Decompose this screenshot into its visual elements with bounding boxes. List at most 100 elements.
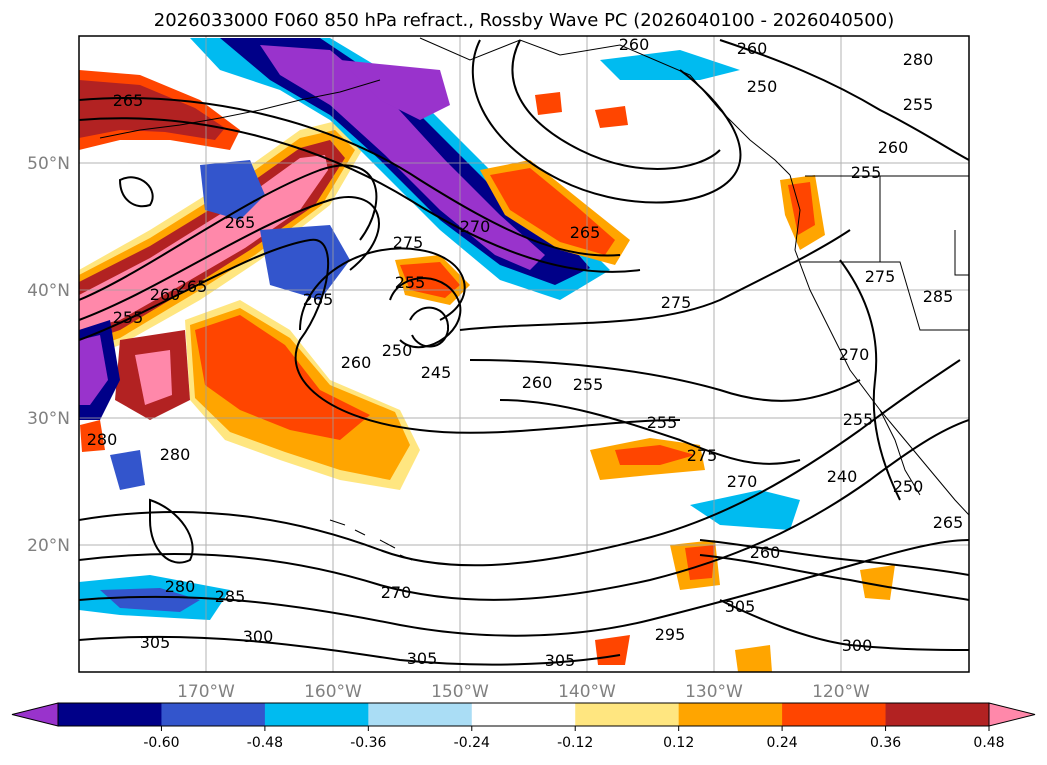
contour-label: 305 bbox=[140, 633, 171, 652]
colorbar-tick-label: -0.24 bbox=[454, 735, 490, 751]
contour-label: 260 bbox=[522, 373, 553, 392]
pos-coast-red bbox=[788, 182, 815, 235]
pos-spot-1 bbox=[535, 92, 562, 115]
contour-line-9 bbox=[471, 39, 742, 204]
neg-sw2-blue bbox=[110, 450, 145, 490]
colorbar-tick-label: -0.36 bbox=[350, 735, 386, 751]
contour-lines bbox=[79, 39, 969, 666]
contour-label: 260 bbox=[619, 35, 650, 54]
contour-line-11 bbox=[459, 229, 851, 331]
contour-label: 270 bbox=[460, 217, 491, 236]
contour-line-22 bbox=[839, 259, 901, 501]
contour-label: 280 bbox=[903, 50, 934, 69]
pos-spot-2 bbox=[595, 106, 628, 128]
colorbar-segment bbox=[58, 703, 162, 726]
contour-label: 260 bbox=[878, 138, 909, 157]
contour-label: 240 bbox=[827, 467, 858, 486]
aleutians bbox=[99, 79, 381, 139]
contour-line-19 bbox=[699, 554, 969, 601]
contour-label: 255 bbox=[647, 413, 678, 432]
contour-label: 280 bbox=[87, 430, 118, 449]
colorbar-segment bbox=[782, 703, 887, 726]
contour-line-23 bbox=[149, 498, 194, 564]
contour-label: 255 bbox=[113, 308, 144, 327]
contour-label: 300 bbox=[842, 636, 873, 655]
neg-mid-blue bbox=[260, 225, 350, 300]
contour-label: 305 bbox=[725, 597, 756, 616]
shading-layer bbox=[79, 38, 895, 672]
na-west-coast bbox=[789, 174, 969, 516]
colorbar-segment bbox=[471, 703, 576, 726]
pos-west30-pink bbox=[135, 350, 172, 405]
lat-label: 40°N bbox=[27, 281, 70, 301]
lon-label: 160°W bbox=[304, 682, 362, 702]
colorbar-extend-high bbox=[988, 702, 1036, 727]
contour-label: 265 bbox=[113, 91, 144, 110]
colorbar-segment bbox=[885, 703, 990, 726]
colorbar-segment bbox=[161, 703, 266, 726]
contour-label: 255 bbox=[395, 273, 426, 292]
contour-line-2 bbox=[79, 117, 641, 273]
contour-label: 245 bbox=[421, 363, 452, 382]
contour-label: 275 bbox=[393, 233, 424, 252]
pos-se-red bbox=[685, 545, 715, 580]
contour-line-5 bbox=[79, 238, 681, 434]
contour-line-6 bbox=[299, 247, 466, 331]
contour-label: 280 bbox=[165, 577, 196, 596]
colorbar: -0.60 -0.48 -0.36 -0.24 -0.12 0.12 0.24 0.36 0.4… bbox=[11, 702, 1036, 751]
contour-label: 270 bbox=[839, 345, 870, 364]
contour-label: 255 bbox=[851, 163, 882, 182]
lon-label: 170°W bbox=[177, 682, 235, 702]
lon-label: 120°W bbox=[812, 682, 870, 702]
neg-ne-cyan bbox=[600, 50, 740, 80]
contour-label: 265 bbox=[177, 277, 208, 296]
contour-label: 260 bbox=[750, 543, 781, 562]
contour-label: 260 bbox=[341, 353, 372, 372]
contour-label: 250 bbox=[893, 477, 924, 496]
contour-line-18 bbox=[699, 539, 969, 576]
contour-line-13 bbox=[499, 399, 801, 465]
contour-label: 275 bbox=[661, 293, 692, 312]
lat-label: 20°N bbox=[27, 536, 70, 556]
contour-label: 300 bbox=[243, 627, 274, 646]
lon-label: 130°W bbox=[685, 682, 743, 702]
colorbar-extend-low bbox=[11, 702, 59, 727]
contour-label: 255 bbox=[903, 95, 934, 114]
pos-40n-red bbox=[400, 262, 460, 298]
map-plot: 265 265 260 265 275 255 265 270 265 255 … bbox=[78, 35, 970, 673]
contour-label: 280 bbox=[160, 445, 191, 464]
pos-spot-5 bbox=[860, 565, 895, 600]
contour-label: 260 bbox=[150, 285, 181, 304]
neg-east-cyan bbox=[690, 490, 800, 530]
contour-line-8 bbox=[409, 306, 450, 348]
colorbar-tick-label: -0.12 bbox=[557, 735, 593, 751]
contour-line-1 bbox=[79, 97, 621, 257]
lat-label: 50°N bbox=[27, 154, 70, 174]
state-border-3 bbox=[954, 230, 969, 276]
contour-label: 295 bbox=[655, 625, 686, 644]
contour-label: 305 bbox=[545, 651, 576, 670]
contour-line-15 bbox=[79, 419, 969, 601]
colorbar-tick-label: 0.24 bbox=[767, 735, 798, 751]
contour-label: 270 bbox=[381, 583, 412, 602]
pos-spot-4 bbox=[735, 645, 772, 672]
contour-line-3 bbox=[79, 164, 378, 301]
colorbar-tick-label: 0.48 bbox=[973, 735, 1004, 751]
contour-label: 255 bbox=[843, 410, 874, 429]
neg-top-purple bbox=[340, 60, 450, 120]
pos-nw-darkred bbox=[79, 80, 225, 140]
contour-line-7 bbox=[389, 277, 462, 349]
colorbar-tick-label: 0.12 bbox=[663, 735, 694, 751]
baja-coast bbox=[879, 409, 921, 496]
figure-title: 2026033000 F060 850 hPa refract., Rossby… bbox=[154, 10, 895, 31]
contour-line-14 bbox=[79, 359, 961, 567]
contour-labels: 265 265 260 265 275 255 265 270 265 255 … bbox=[87, 35, 964, 670]
pos-central-redorange bbox=[195, 315, 370, 440]
contour-label: 260 bbox=[737, 39, 768, 58]
contour-label: 305 bbox=[407, 649, 438, 668]
contour-label: 265 bbox=[570, 223, 601, 242]
contour-line-4 bbox=[79, 196, 380, 321]
contour-label: 285 bbox=[923, 287, 954, 306]
colorbar-tick-label: 0.36 bbox=[870, 735, 901, 751]
